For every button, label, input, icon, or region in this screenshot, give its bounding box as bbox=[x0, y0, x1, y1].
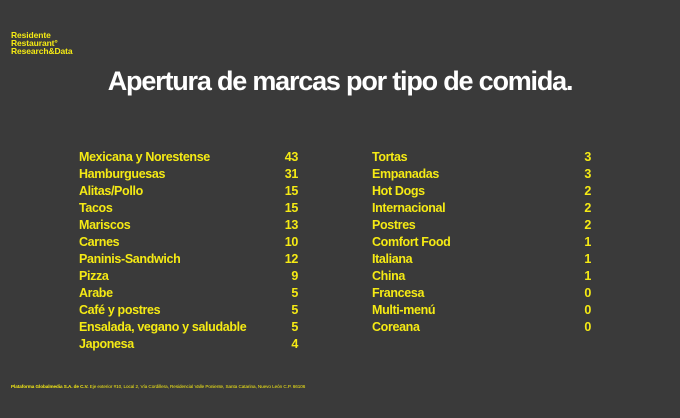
food-type-label: Internacional bbox=[372, 201, 446, 215]
table-row: China 1 bbox=[372, 268, 591, 285]
food-type-label: Tortas bbox=[372, 150, 408, 164]
table-row: Mariscos 13 bbox=[79, 217, 298, 234]
food-type-label: Café y postres bbox=[79, 303, 161, 317]
page-title: Apertura de marcas por tipo de comida. bbox=[107, 66, 574, 96]
brand-count: 3 bbox=[584, 167, 591, 181]
table-row: Multi-menú 0 bbox=[372, 302, 591, 319]
table-row: Mexicana y Norestense 43 bbox=[79, 149, 298, 166]
food-type-label: Mexicana y Norestense bbox=[79, 150, 210, 164]
table-row: Hamburguesas 31 bbox=[79, 166, 298, 183]
brand-count: 10 bbox=[284, 235, 299, 249]
food-type-label: Empanadas bbox=[372, 167, 440, 181]
table-row: Tacos 15 bbox=[79, 200, 298, 217]
brand-count: 5 bbox=[291, 320, 298, 334]
food-type-label: Arabe bbox=[79, 286, 113, 300]
logo-line-1: Residente bbox=[11, 30, 51, 40]
brand-count: 5 bbox=[291, 303, 298, 317]
table-row: Comfort Food 1 bbox=[372, 234, 591, 251]
table-row: Empanadas 3 bbox=[372, 166, 591, 183]
brand-count: 43 bbox=[284, 150, 299, 164]
brand-count: 1 bbox=[584, 252, 591, 266]
brand-count: 2 bbox=[584, 218, 591, 232]
right-column: Tortas 3 Empanadas 3 Hot Dogs 2 Internacional 2… bbox=[372, 149, 591, 336]
food-type-label: Carnes bbox=[79, 235, 120, 249]
brand-count: 15 bbox=[284, 184, 299, 198]
brand-count: 9 bbox=[291, 269, 298, 283]
table-row: Pizza 9 bbox=[79, 268, 298, 285]
food-type-label: Ensalada, vegano y saludable bbox=[79, 320, 247, 334]
food-type-label: China bbox=[372, 269, 405, 283]
table-row: Tortas 3 bbox=[372, 149, 591, 166]
brand-count: 2 bbox=[584, 184, 591, 198]
footer: Plataforma Globalmedia S.A. de C.V. Eje … bbox=[11, 384, 305, 389]
table-row: Arabe 5 bbox=[79, 285, 298, 302]
brand-count: 0 bbox=[584, 320, 591, 334]
food-type-label: Japonesa bbox=[79, 337, 134, 351]
food-type-label: Tacos bbox=[79, 201, 113, 215]
food-type-label: Comfort Food bbox=[372, 235, 451, 249]
logo-line-3: Research&Data bbox=[11, 46, 73, 56]
brand-count: 31 bbox=[284, 167, 299, 181]
table-row: Hot Dogs 2 bbox=[372, 183, 591, 200]
food-type-label: Multi-menú bbox=[372, 303, 436, 317]
brand-count: 4 bbox=[291, 337, 298, 351]
table-row: Ensalada, vegano y saludable 5 bbox=[79, 319, 298, 336]
table-row: Paninis-Sandwich 12 bbox=[79, 251, 298, 268]
brand-count: 15 bbox=[284, 201, 299, 215]
brand-count: 0 bbox=[584, 286, 591, 300]
food-type-label: Hamburguesas bbox=[79, 167, 166, 181]
food-type-label: Postres bbox=[372, 218, 416, 232]
brand-count: 13 bbox=[284, 218, 299, 232]
table-row: Alitas/Pollo 15 bbox=[79, 183, 298, 200]
food-type-label: Francesa bbox=[372, 286, 425, 300]
table-row: Italiana 1 bbox=[372, 251, 591, 268]
brand-count: 1 bbox=[584, 235, 591, 249]
brand-count: 1 bbox=[584, 269, 591, 283]
table-row: Carnes 10 bbox=[79, 234, 298, 251]
food-type-label: Mariscos bbox=[79, 218, 131, 232]
table-row: Internacional 2 bbox=[372, 200, 591, 217]
footer-address: Eje exterior #10, Local 2, Vía Cordiller… bbox=[89, 384, 306, 389]
brand-count: 2 bbox=[584, 201, 591, 215]
brand-count: 12 bbox=[284, 252, 299, 266]
table-row: Postres 2 bbox=[372, 217, 591, 234]
food-type-label: Pizza bbox=[79, 269, 109, 283]
table-row: Japonesa 4 bbox=[79, 336, 298, 353]
food-type-label: Paninis-Sandwich bbox=[79, 252, 181, 266]
brand-count: 3 bbox=[584, 150, 591, 164]
food-type-label: Alitas/Pollo bbox=[79, 184, 143, 198]
brand-count: 5 bbox=[291, 286, 298, 300]
table-row: Coreana 0 bbox=[372, 319, 591, 336]
table-row: Café y postres 5 bbox=[79, 302, 298, 319]
brand-count: 0 bbox=[584, 303, 591, 317]
food-type-label: Italiana bbox=[372, 252, 413, 266]
food-type-label: Coreana bbox=[372, 320, 420, 334]
brand-logo: Residente Restaurant° Research&Data bbox=[11, 30, 73, 56]
table-row: Francesa 0 bbox=[372, 285, 591, 302]
footer-company: Plataforma Globalmedia S.A. de C.V. bbox=[11, 384, 89, 389]
left-column: Mexicana y Norestense 43 Hamburguesas 31 Ali… bbox=[79, 149, 298, 353]
logo-line-2: Restaurant° bbox=[11, 38, 58, 48]
food-type-label: Hot Dogs bbox=[372, 184, 425, 198]
